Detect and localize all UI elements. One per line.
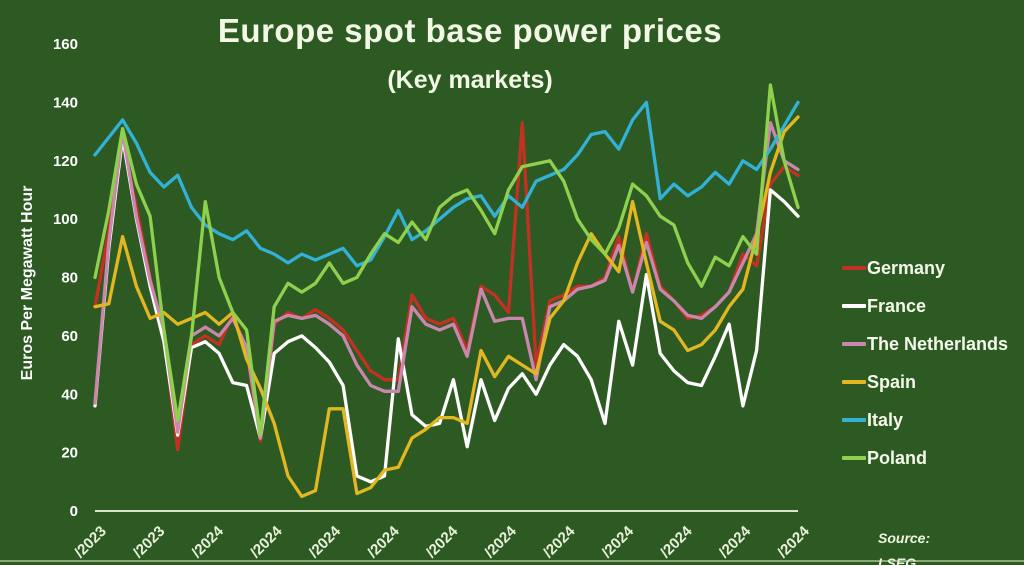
series-line-italy [93,100,800,268]
y-tick-label: 40 [61,386,78,403]
x-tick-label: /2024 [188,522,227,561]
legend-swatch-italy [842,418,866,422]
bottom-divider-line [0,560,1024,562]
y-tick-label: 160 [53,36,78,53]
y-tick-label: 120 [53,153,78,170]
legend-swatch-poland [842,456,866,460]
y-tick-label: 80 [61,270,78,287]
y-tick-label: 20 [61,445,78,462]
x-tick-label: /2024 [599,522,638,561]
x-tick-label: /2024 [657,522,696,561]
x-tick-label: /2024 [481,522,520,561]
legend-swatch-spain [842,380,866,384]
legend-label: Spain [867,371,917,392]
legend-swatch-germany [842,266,866,270]
legend-label: The Netherlands [867,333,1009,354]
legend-item-germany: Germany [842,254,1022,282]
legend-label: Germany [867,257,946,278]
page-subtitle: (Key markets) [387,66,553,94]
y-tick-label: 140 [53,94,78,111]
legend-swatch-france [842,304,866,308]
x-tick-label: /2024 [716,522,755,561]
legend-label: France [867,295,927,316]
x-tick-label: /2024 [423,522,462,561]
x-tick-label: /2024 [247,522,286,561]
series-line-poland [93,83,800,437]
source-label: Source: [878,530,931,546]
page-title: Europe spot base power prices [217,12,723,49]
legend-item-the-netherlands: The Netherlands [842,330,1022,358]
series-line-the-netherlands [93,121,800,440]
x-tick-label: /2023 [130,523,169,562]
legend-item-france: France [842,292,1022,320]
legend-label: Italy [867,409,904,430]
y-tick-label: 60 [61,328,78,345]
series-line-spain [93,115,800,499]
legend-swatch-the-netherlands [842,342,866,346]
y-tick-label: 0 [70,503,78,520]
legend-item-italy: Italy [842,406,1022,434]
x-tick-label: /2023 [71,523,110,562]
y-tick-label: 100 [53,211,78,228]
x-tick-label: /2024 [774,522,813,561]
legend-item-poland: Poland [842,444,1022,472]
series-line-france [93,135,800,484]
x-tick-label: /2024 [540,522,579,561]
x-tick-label: /2024 [306,522,345,561]
legend-label: Poland [867,447,928,468]
legend-item-spain: Spain [842,368,1022,396]
chart-legend: Germany France The Netherlands Spain Italy Po… [842,254,1022,482]
x-tick-label: /2024 [364,522,403,561]
